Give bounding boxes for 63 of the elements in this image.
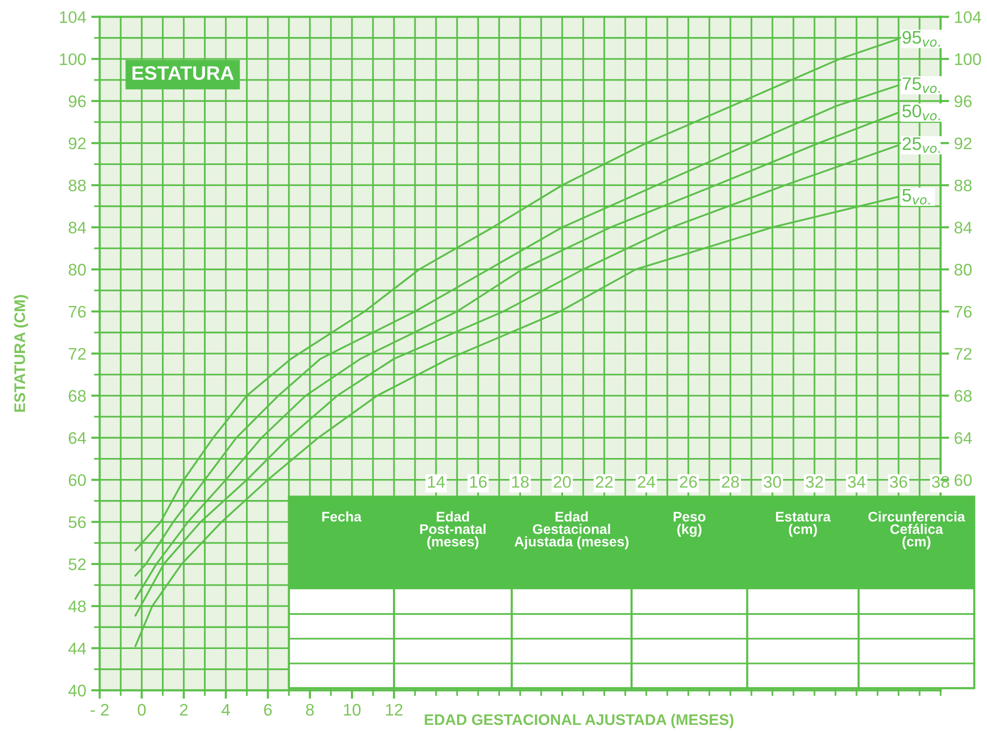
y-tick-label: 84 [68,222,86,234]
y2-tick-label: 92 [954,138,972,150]
y-tick-label: 100 [60,53,86,66]
annotation: Edad Post-natal (meses) [420,511,486,550]
x-tick-label: 6 [264,704,272,716]
x-tick-label: 4 [222,704,230,716]
annotation: Estatura (cm) [776,512,831,537]
y-tick-label: 56 [68,516,86,528]
annotation: Circunferencia Cefálica (cm) [868,511,966,550]
annotation: Peso (kg) [674,512,706,537]
x2-tick-label: 22 [596,476,613,488]
y-tick-label: 96 [68,95,86,108]
y2-tick-label: 68 [954,390,972,402]
y2-tick-label: 72 [954,348,972,360]
x-tick-label: - 2 [90,704,109,716]
series-label: 75$_{vo.}$ [902,77,940,94]
series-label: 5$_{vo.}$ [902,188,930,205]
x2-tick-label: 24 [638,476,656,488]
x2-tick-label: 16 [470,476,487,488]
y-tick-label: 104 [60,11,86,24]
y2-tick-label: 80 [954,264,972,276]
y-tick-label: 52 [68,558,86,570]
x-tick-label: 12 [386,704,402,716]
y-tick-label: 64 [68,432,86,444]
annotation: Edad Gestacional Ajustada (meses) [514,511,628,550]
x-tick-label: 8 [306,704,314,716]
x2-tick-label: 30 [764,476,782,488]
y2-tick-label: 76 [954,306,972,318]
y-tick-label: 48 [68,600,86,612]
y2-tick-label: 96 [954,95,972,108]
x2-tick-label: 32 [806,476,823,488]
series-label: 50$_{vo.}$ [902,104,940,120]
y-tick-label: 80 [68,264,86,276]
y2-tick-label: 104 [955,11,982,24]
x-tick-label: 10 [344,704,361,716]
y2-tick-label: 84 [954,222,972,234]
x-tick-label: 0 [138,704,146,716]
x2-tick-label: 28 [722,476,739,488]
y-tick-label: 88 [68,180,86,192]
y-tick-label: 92 [68,138,86,150]
x2-tick-label: 36 [890,476,908,488]
y-tick-label: 76 [68,306,86,318]
text: ESTATURA [132,66,234,80]
x-tick-label: 2 [180,704,188,716]
y-tick-label: 60 [68,474,86,486]
x-axis-title: EDAD GESTACIONAL AJUSTADA (MESES) [424,714,734,728]
y-axis-title: ESTATURA (CM) [14,295,28,412]
x2-tick-label: 14 [428,476,445,488]
y2-tick-label: 60 [954,474,972,486]
y-tick-label: 44 [68,642,86,654]
y-tick-label: 72 [68,348,86,360]
x2-tick-label: 26 [680,476,697,488]
x2-tick-label: 34 [848,476,866,488]
x2-tick-label: 18 [512,476,529,488]
series-label: 95$_{vo.}$ [902,30,940,47]
y-tick-label: 40 [68,684,86,696]
y-tick-label: 68 [68,390,86,402]
y2-tick-label: 88 [954,180,972,192]
x2-tick-label: 20 [554,476,571,488]
annotation: Fecha [322,511,362,522]
y2-tick-label: 64 [954,432,972,444]
y2-tick-label: 100 [955,53,981,66]
series-label: 25$_{vo.}$ [902,137,940,153]
